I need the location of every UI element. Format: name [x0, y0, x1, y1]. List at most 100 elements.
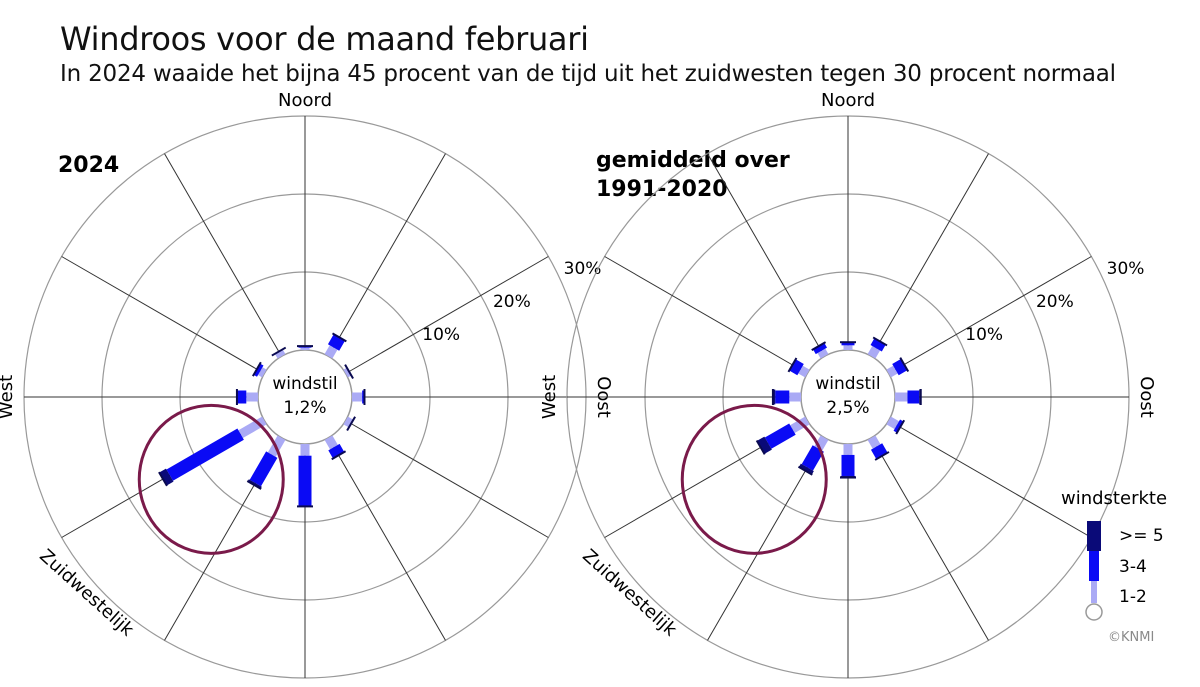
legend-label-1-2: 1-2: [1119, 587, 1147, 607]
bar-segment-oost-band-1: [352, 392, 363, 402]
bar-segment-ono-band-1: [343, 367, 352, 378]
bar-segment-wzw-band-2: [764, 423, 796, 449]
label-north: Noord: [278, 90, 332, 111]
bar-cap-wzw: [755, 439, 766, 455]
bar-segment-nno-band-1: [867, 345, 881, 359]
polar-grid: [23, 115, 587, 679]
legend-swatch-1-2: [1091, 581, 1097, 603]
bar-segment-nno-band-2: [870, 338, 886, 352]
bar-cap-wzw: [158, 471, 168, 487]
label-north: Noord: [821, 90, 875, 111]
windstil-circle: [800, 349, 896, 445]
legend-swatch-3-4: [1089, 551, 1099, 581]
panel-title-2024: 2024: [58, 153, 119, 178]
legend: windsterkte >= 5 3-4 1-2: [1061, 488, 1167, 621]
bar-segment-nnw-band-1: [817, 348, 829, 359]
bar-segment-west-band-1: [246, 392, 258, 402]
bar-segment-wzw-band-3: [159, 468, 174, 486]
label-west: West: [0, 375, 17, 419]
bar-segment-wnw-band-2: [253, 363, 264, 377]
bar-cap-wnw: [787, 357, 798, 373]
bar-segment-west-band-2: [775, 390, 790, 404]
bar-segment-wzw-band-3: [756, 436, 772, 454]
bar-cap-ozo: [346, 416, 356, 432]
bar-segment-wnw-band-1: [257, 367, 267, 378]
bar-segment-nno-band-1: [324, 345, 338, 359]
bar-segment-west-band-2: [236, 390, 247, 404]
bar-segment-wnw-band-1: [798, 365, 810, 378]
bar-segment-zzo-band-1: [324, 435, 338, 450]
center-label: windstil: [815, 374, 880, 394]
center-value: 2,5%: [826, 398, 869, 418]
chart-title: Windroos voor de maand februari: [60, 20, 589, 58]
bar-cap-nnw: [271, 346, 287, 357]
label-west: West: [539, 375, 560, 419]
grid-spoke: [345, 420, 549, 538]
ring-label-2: 20%: [493, 292, 531, 312]
windstil-circle: [257, 349, 353, 445]
wind-rose-2024: 2024 windstil1,2%10%20%30%NoordZuidOostW…: [0, 90, 614, 687]
legend-swatch-ge5: [1087, 521, 1101, 551]
grid-spoke: [604, 256, 808, 374]
direction-labels: windstil1,2%10%20%30%NoordZuidOostWestZu…: [0, 90, 614, 687]
bar-segment-oost-band-1: [895, 392, 908, 402]
legend-title: windsterkte: [1061, 488, 1167, 509]
bar-segment-west-band-1: [789, 392, 801, 402]
bar-segment-wzw-band-2: [166, 428, 244, 481]
bar-cap-zzw: [797, 465, 813, 476]
label-southwest: Zuidwestelijk: [35, 545, 138, 641]
bar-segment-zzo-band-2: [870, 443, 888, 460]
bar-cap-ono: [344, 364, 354, 379]
center-label: windstil: [272, 374, 337, 394]
bar-segment-wzw-band-1: [238, 416, 267, 439]
bar-segment-ono-band-1: [886, 365, 898, 378]
bar-segment-zzo-band-1: [867, 435, 881, 449]
bar-segment-wzw-band-1: [790, 416, 810, 433]
polar-bars: [158, 332, 366, 508]
bar-segment-noord-band-1: [300, 347, 310, 350]
highlight-circle-southwest: [137, 403, 285, 555]
grid-spoke: [61, 256, 265, 374]
bar-segment-oost-band-2: [907, 390, 920, 404]
highlight-circle-southwest: [680, 403, 828, 555]
bar-cap-nno: [872, 336, 888, 347]
bar-segment-zzw-band-3: [798, 463, 814, 475]
bar-segment-zuid-band-1: [843, 444, 853, 455]
panel-title-normal-line2: 1991-2020: [596, 177, 728, 202]
legend-windstil-circle: [1085, 603, 1103, 621]
ring-label-3: 30%: [564, 259, 602, 279]
bar-segment-zuid-band-2: [841, 454, 855, 476]
bar-cap-zzw: [246, 480, 262, 490]
center-value: 1,2%: [283, 398, 326, 418]
bar-segment-ozo-band-2: [893, 419, 904, 433]
bar-cap-ono: [899, 357, 910, 372]
bar-segment-zzw-band-2: [249, 451, 278, 487]
bar-segment-nnw-band-1: [274, 349, 286, 359]
grid-spoke: [888, 420, 1092, 538]
grid-spoke: [888, 256, 1092, 374]
label-southwest: Zuidwestelijk: [578, 545, 681, 641]
grid-spoke: [345, 256, 549, 374]
bar-cap-ozo: [895, 419, 906, 435]
grid-spoke: [871, 153, 989, 357]
copyright: ©KNMI: [1108, 630, 1155, 645]
chart-subtitle: In 2024 waaide het bijna 45 procent van …: [60, 61, 1116, 87]
bar-cap-zzo: [331, 450, 347, 461]
bar-segment-ozo-band-1: [343, 416, 354, 428]
bar-segment-zuid-band-1: [300, 444, 310, 456]
bar-segment-zzw-band-2: [801, 445, 824, 471]
ring-label-3: 30%: [1107, 259, 1145, 279]
bar-segment-noord-band-2: [841, 342, 855, 346]
bar-cap-nno: [331, 332, 347, 343]
bar-segment-nnw-band-2: [813, 342, 828, 355]
wind-rose-normal: gemiddeld over 1991-2020 windstil 2,5% 10%…: [539, 90, 1157, 687]
bar-cap-zzo: [874, 451, 890, 461]
ring-label-1: 10%: [965, 325, 1003, 345]
bar-cap-nnw: [811, 341, 827, 352]
bar-cap-wnw: [252, 361, 262, 377]
panel-title-normal-line1: gemiddeld over: [596, 148, 790, 173]
polar-bars: [755, 336, 922, 479]
ring-label-2: 20%: [1036, 292, 1074, 312]
grid-spoke: [707, 153, 825, 357]
